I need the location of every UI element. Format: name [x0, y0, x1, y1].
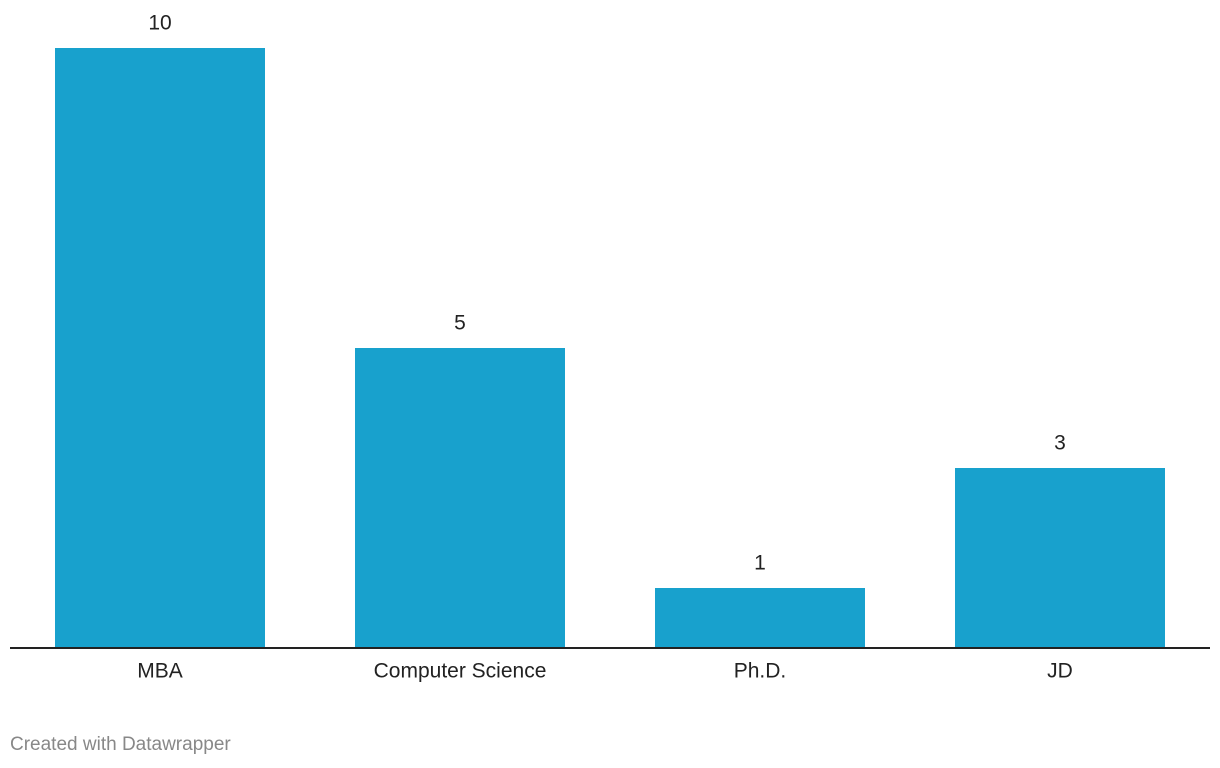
plot-area: 10 5 1 3 [55, 12, 1165, 648]
value-label: 5 [454, 312, 466, 335]
x-tick-label: Ph.D. [734, 660, 787, 683]
credit: Created with Datawrapper [10, 734, 231, 755]
bar [55, 48, 265, 648]
x-tick-label: JD [1047, 660, 1073, 683]
x-tick-label: MBA [137, 660, 183, 683]
value-label: 10 [148, 12, 171, 35]
value-label: 3 [1054, 432, 1066, 455]
bar [655, 588, 865, 648]
value-label: 1 [754, 552, 766, 575]
bar [355, 348, 565, 648]
bar [955, 468, 1165, 648]
x-tick-label: Computer Science [374, 660, 547, 683]
